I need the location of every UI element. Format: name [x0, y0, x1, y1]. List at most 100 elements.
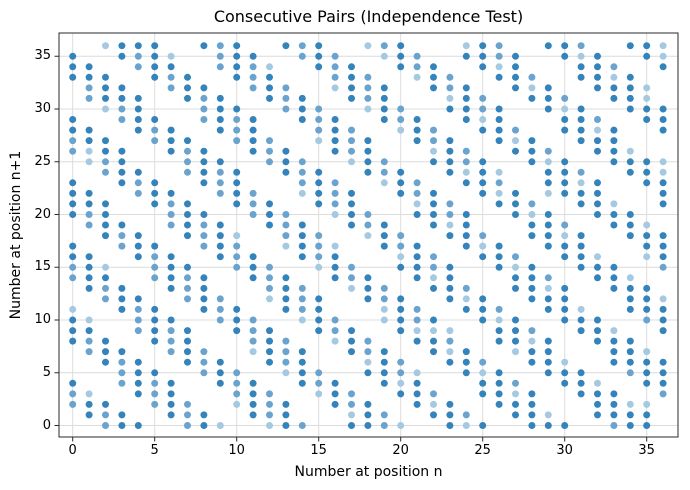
- data-point: [118, 52, 126, 60]
- data-point: [512, 73, 519, 81]
- data-point: [413, 263, 421, 271]
- data-point: [348, 158, 355, 166]
- data-point: [430, 348, 437, 356]
- data-point: [380, 94, 388, 102]
- data-point: [348, 390, 355, 398]
- data-point: [397, 390, 405, 398]
- data-point: [118, 221, 126, 229]
- data-point: [200, 242, 208, 250]
- data-point: [167, 284, 175, 292]
- data-point: [364, 274, 372, 282]
- data-point: [85, 390, 93, 398]
- data-point: [380, 116, 388, 123]
- data-point: [659, 379, 667, 387]
- data-point: [512, 63, 519, 71]
- y-tick-label: 25: [34, 153, 51, 169]
- data-point: [528, 158, 536, 166]
- data-point: [495, 168, 503, 176]
- data-point: [364, 232, 372, 240]
- data-point: [659, 63, 667, 71]
- data-point: [380, 221, 388, 229]
- data-point: [479, 158, 487, 166]
- data-point: [167, 411, 175, 419]
- data-point: [266, 284, 273, 292]
- data-point: [577, 242, 585, 250]
- y-tick-label: 10: [34, 312, 51, 327]
- data-point: [397, 168, 405, 176]
- data-point: [200, 369, 208, 377]
- data-point: [118, 168, 126, 176]
- data-point: [462, 242, 470, 250]
- data-point: [544, 168, 552, 176]
- data-point: [315, 327, 323, 335]
- data-point: [495, 137, 503, 145]
- data-point: [626, 274, 634, 282]
- data-point: [102, 147, 109, 155]
- data-point: [512, 84, 519, 92]
- data-point: [544, 232, 552, 240]
- data-point: [167, 84, 175, 92]
- data-point: [249, 52, 257, 60]
- data-point: [495, 379, 503, 387]
- data-point: [643, 168, 651, 176]
- data-point: [216, 358, 224, 366]
- data-point: [544, 221, 552, 229]
- data-point: [446, 221, 454, 229]
- data-point: [151, 274, 159, 282]
- data-point: [659, 232, 667, 240]
- data-point: [659, 295, 667, 303]
- data-point: [69, 147, 77, 155]
- data-point: [364, 137, 372, 145]
- data-point: [184, 137, 191, 145]
- data-point: [167, 390, 175, 398]
- data-point: [495, 242, 503, 250]
- data-point: [184, 295, 191, 303]
- data-point: [102, 42, 109, 50]
- data-point: [298, 189, 306, 197]
- data-point: [298, 158, 306, 166]
- data-point: [298, 52, 306, 60]
- data-point: [462, 94, 470, 102]
- data-point: [233, 379, 241, 387]
- data-point: [298, 221, 306, 229]
- data-point: [495, 42, 503, 50]
- data-point: [200, 116, 208, 123]
- data-point: [659, 179, 667, 187]
- data-point: [495, 327, 503, 335]
- data-point: [495, 73, 503, 81]
- data-point: [594, 200, 601, 208]
- data-point: [184, 168, 191, 176]
- data-point: [512, 211, 519, 218]
- data-point: [380, 348, 388, 356]
- data-point: [282, 284, 290, 292]
- data-point: [479, 179, 487, 187]
- data-point: [364, 73, 372, 81]
- data-point: [544, 422, 552, 429]
- data-point: [85, 94, 93, 102]
- data-point: [594, 73, 601, 81]
- dots-layer: [69, 42, 667, 429]
- data-point: [200, 274, 208, 282]
- data-point: [643, 316, 651, 324]
- data-point: [462, 232, 470, 240]
- data-point: [659, 369, 667, 377]
- data-point: [528, 337, 536, 345]
- data-point: [331, 242, 339, 250]
- data-point: [495, 337, 503, 345]
- data-point: [495, 105, 503, 113]
- data-point: [200, 284, 208, 292]
- data-point: [626, 358, 634, 366]
- data-point: [118, 305, 126, 313]
- data-point: [380, 358, 388, 366]
- data-point: [282, 84, 290, 92]
- data-point: [528, 84, 536, 92]
- data-point: [479, 422, 487, 429]
- data-point: [348, 411, 355, 419]
- x-axis-label: Number at position n: [294, 464, 443, 480]
- data-point: [528, 284, 536, 292]
- data-point: [69, 126, 77, 134]
- data-point: [364, 84, 372, 92]
- data-point: [397, 179, 405, 187]
- data-point: [626, 348, 634, 356]
- data-point: [495, 263, 503, 271]
